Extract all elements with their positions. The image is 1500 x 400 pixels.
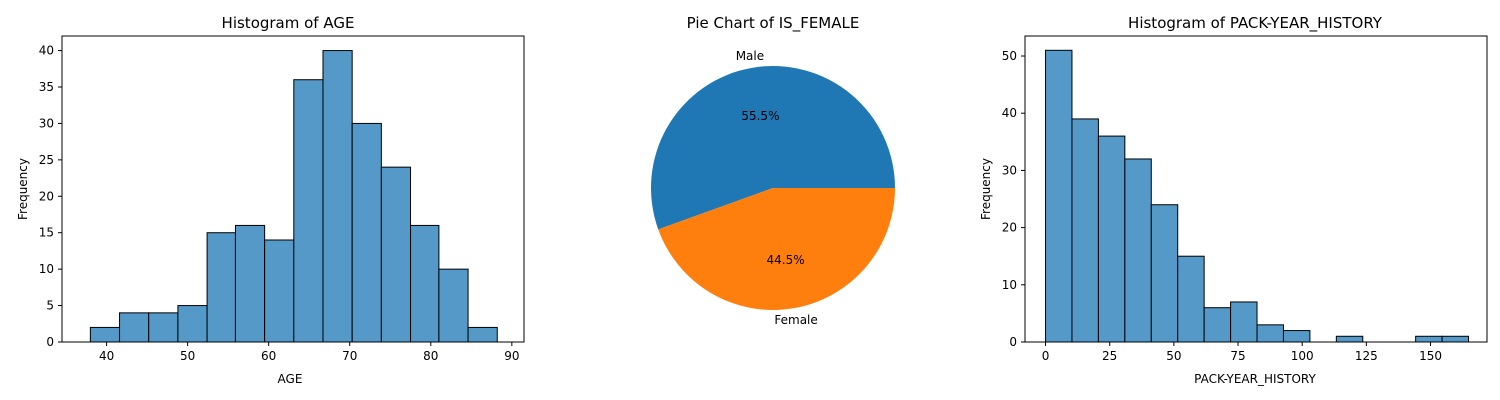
age-y-tick-label: 30: [39, 116, 54, 130]
age-bar: [177, 305, 208, 343]
age-y-tick-label: 15: [39, 226, 54, 240]
pack-year-bar: [1045, 49, 1073, 343]
age-bar: [467, 326, 498, 343]
age-y-tick-label: 40: [39, 44, 54, 58]
pack-year-bar: [1335, 335, 1364, 343]
pack-year-x-tick-label: 150: [1419, 349, 1442, 363]
pack-year-x-tick-label: 75: [1230, 349, 1245, 363]
age-bar: [410, 224, 440, 343]
pack-year-bar: [1230, 301, 1258, 343]
pack-year-y-tick-label: 40: [1002, 106, 1017, 120]
pie-slice-female: [658, 188, 895, 310]
pack-year-y-tick-label: 50: [1002, 49, 1017, 63]
pack-year-bar: [1282, 330, 1311, 343]
age-x-tick-label: 50: [180, 349, 195, 363]
age-bar: [351, 122, 382, 343]
pack-year-histogram-panel: Histogram of PACK-YEAR_HISTORY PACK-YEAR…: [979, 14, 1488, 386]
pack-year-y-axis-label: Frequency: [979, 158, 993, 220]
is-female-pie-panel: Pie Chart of IS_FEMALE 55.5% Male 44.5% Fem…: [651, 14, 895, 327]
age-bar: [322, 50, 353, 343]
age-y-tick-label: 10: [39, 262, 54, 276]
age-bar: [148, 312, 179, 343]
age-y-tick-label: 5: [46, 299, 54, 313]
pie-percent-label: 44.5%: [767, 253, 805, 267]
pack-year-x-tick-label: 100: [1291, 349, 1314, 363]
age-x-tick-label: 90: [504, 349, 519, 363]
age-y-tick-label: 25: [39, 153, 54, 167]
pack-year-bar: [1256, 324, 1284, 343]
age-y-tick-label: 20: [39, 189, 54, 203]
age-bar: [206, 232, 236, 343]
pie-slice-male: [651, 65, 895, 230]
pack-year-y-tick-label: 30: [1002, 163, 1017, 177]
pack-year-bar: [1150, 204, 1179, 343]
pack-year-chart-title: Histogram of PACK-YEAR_HISTORY: [1128, 14, 1383, 33]
age-y-tick-label: 0: [46, 335, 54, 349]
pack-year-x-tick-label: 50: [1166, 349, 1181, 363]
age-x-tick-label: 40: [99, 349, 114, 363]
pack-year-x-tick-label: 0: [1042, 349, 1050, 363]
pack-year-axes-frame: [1024, 35, 1488, 343]
pack-year-y-tick-label: 0: [1009, 335, 1017, 349]
pack-year-bar: [1415, 335, 1443, 343]
age-x-tick-label: 80: [423, 349, 438, 363]
age-bar: [380, 166, 412, 343]
pie-category-label: Male: [736, 49, 764, 63]
pack-year-bar: [1203, 307, 1232, 343]
pack-year-x-tick-label: 125: [1355, 349, 1378, 363]
age-x-tick-label: 70: [342, 349, 357, 363]
pie-category-label: Female: [774, 313, 817, 327]
age-x-tick-label: 60: [261, 349, 276, 363]
age-bar: [438, 268, 469, 343]
age-y-axis-label: Frequency: [16, 158, 30, 220]
pack-year-bar: [1177, 255, 1205, 343]
age-histogram-panel: Histogram of AGE AGE Frequency 40 50 60 70 8…: [16, 14, 525, 386]
age-chart-title: Histogram of AGE: [222, 14, 355, 32]
pie-percent-label: 55.5%: [741, 109, 779, 123]
age-bar: [264, 239, 295, 343]
pack-year-bar: [1097, 135, 1126, 343]
pack-year-bar: [1441, 335, 1470, 343]
age-x-axis-label: AGE: [278, 372, 303, 386]
pack-year-y-tick-label: 20: [1002, 221, 1017, 235]
pack-year-y-tick-label: 10: [1002, 278, 1017, 292]
age-y-tick-label: 35: [39, 80, 54, 94]
age-axes-frame: [61, 35, 525, 343]
age-bar: [293, 79, 324, 343]
age-bar: [89, 326, 121, 343]
pack-year-x-tick-label: 25: [1102, 349, 1117, 363]
pack-year-bar: [1124, 158, 1152, 343]
pack-year-x-axis-label: PACK-YEAR_HISTORY: [1194, 372, 1316, 386]
age-bar: [234, 224, 266, 343]
pie-chart-title: Pie Chart of IS_FEMALE: [687, 14, 860, 33]
age-bar: [119, 312, 150, 343]
pack-year-bar: [1071, 118, 1099, 343]
